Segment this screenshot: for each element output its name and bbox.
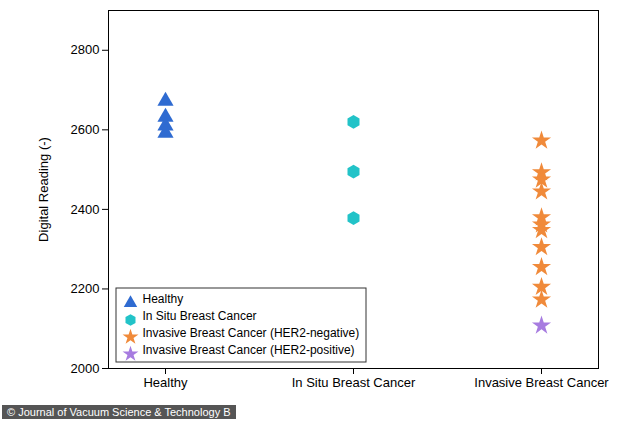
svg-text:Invasive Breast Cancer (HER2-n: Invasive Breast Cancer (HER2-negative) [143,326,360,340]
svg-text:In Situ Breast Cancer: In Situ Breast Cancer [143,309,257,323]
svg-text:2600: 2600 [71,122,100,137]
svg-text:2200: 2200 [71,281,100,296]
svg-text:Healthy: Healthy [143,292,184,306]
svg-text:2800: 2800 [71,42,100,57]
html-text:© Journal of Vacuum Science &: © Journal of Vacuum Science & Technology… [7,406,231,418]
svg-text:Digital Reading (-): Digital Reading (-) [36,137,51,242]
svg-text:Invasive Breast Cancer (HER2-p: Invasive Breast Cancer (HER2-positive) [143,343,355,357]
svg-text:2000: 2000 [71,361,100,376]
svg-text:Invasive Breast Cancer: Invasive Breast Cancer [474,375,609,390]
svg-text:2400: 2400 [71,202,100,217]
svg-text:In Situ Breast Cancer: In Situ Breast Cancer [292,375,416,390]
svg-text:Healthy: Healthy [143,375,188,390]
